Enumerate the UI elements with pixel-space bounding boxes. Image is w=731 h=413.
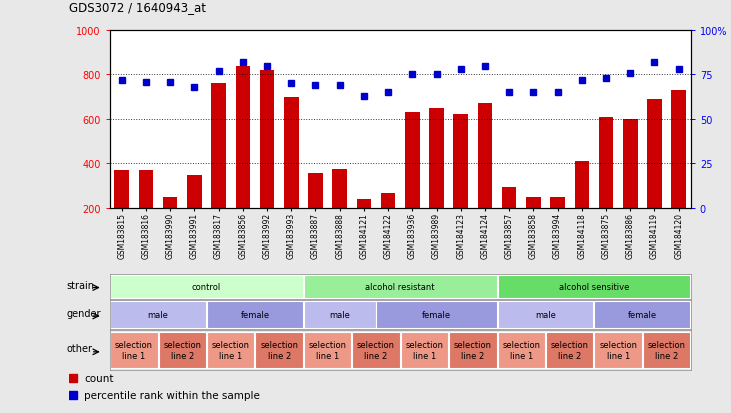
Text: selection
line 2: selection line 2 <box>648 340 686 360</box>
Text: GDS3072 / 1640943_at: GDS3072 / 1640943_at <box>69 2 206 14</box>
Bar <box>453 115 468 208</box>
Bar <box>498 301 594 328</box>
Bar <box>376 301 496 328</box>
Bar <box>502 187 516 208</box>
Text: alcohol sensitive: alcohol sensitive <box>558 282 629 291</box>
Bar <box>260 71 274 208</box>
Bar <box>643 332 690 368</box>
Bar <box>211 84 226 208</box>
Bar <box>187 176 202 208</box>
Bar <box>159 332 206 368</box>
Bar <box>235 66 250 208</box>
Text: selection
line 1: selection line 1 <box>502 340 540 360</box>
Text: other: other <box>67 343 93 353</box>
Bar <box>304 301 376 328</box>
Bar <box>207 332 254 368</box>
Text: male: male <box>535 310 556 319</box>
Text: selection
line 1: selection line 1 <box>308 340 346 360</box>
Bar <box>163 197 178 208</box>
Text: female: female <box>240 310 270 319</box>
Bar <box>207 301 303 328</box>
Bar <box>110 332 158 368</box>
Bar <box>255 332 303 368</box>
Bar <box>623 120 637 208</box>
Bar <box>333 169 347 208</box>
Bar <box>308 174 323 208</box>
Bar <box>526 197 541 208</box>
Bar <box>671 91 686 208</box>
Text: percentile rank within the sample: percentile rank within the sample <box>84 390 260 400</box>
Bar <box>115 171 129 208</box>
Bar <box>110 275 303 298</box>
Bar <box>647 100 662 208</box>
Bar <box>550 197 565 208</box>
Text: female: female <box>422 310 451 319</box>
Text: selection
line 1: selection line 1 <box>115 340 153 360</box>
Text: selection
line 2: selection line 2 <box>163 340 201 360</box>
Text: count: count <box>84 373 114 384</box>
Bar <box>498 332 545 368</box>
Bar <box>139 171 154 208</box>
Bar <box>352 332 400 368</box>
Bar <box>594 301 690 328</box>
Text: selection
line 1: selection line 1 <box>406 340 444 360</box>
Text: selection
line 1: selection line 1 <box>212 340 250 360</box>
Text: selection
line 2: selection line 2 <box>550 340 588 360</box>
Text: control: control <box>192 282 221 291</box>
Text: selection
line 2: selection line 2 <box>357 340 395 360</box>
Bar <box>498 275 690 298</box>
Text: selection
line 2: selection line 2 <box>260 340 298 360</box>
Bar <box>546 332 594 368</box>
Bar <box>284 97 298 208</box>
Bar <box>381 194 395 208</box>
Bar <box>110 301 206 328</box>
Bar <box>478 104 492 208</box>
Text: selection
line 2: selection line 2 <box>454 340 492 360</box>
Bar <box>429 109 444 208</box>
Text: male: male <box>148 310 169 319</box>
Text: strain: strain <box>67 280 95 290</box>
Bar <box>357 199 371 208</box>
Bar <box>304 275 496 298</box>
Bar <box>575 161 589 208</box>
Text: alcohol resistant: alcohol resistant <box>366 282 435 291</box>
Bar <box>304 332 352 368</box>
Text: male: male <box>329 310 350 319</box>
Text: female: female <box>628 310 657 319</box>
Text: gender: gender <box>67 308 101 318</box>
Bar <box>401 332 448 368</box>
Bar <box>594 332 642 368</box>
Bar <box>405 113 420 208</box>
Text: selection
line 1: selection line 1 <box>599 340 637 360</box>
Bar <box>599 117 613 208</box>
Bar <box>449 332 496 368</box>
